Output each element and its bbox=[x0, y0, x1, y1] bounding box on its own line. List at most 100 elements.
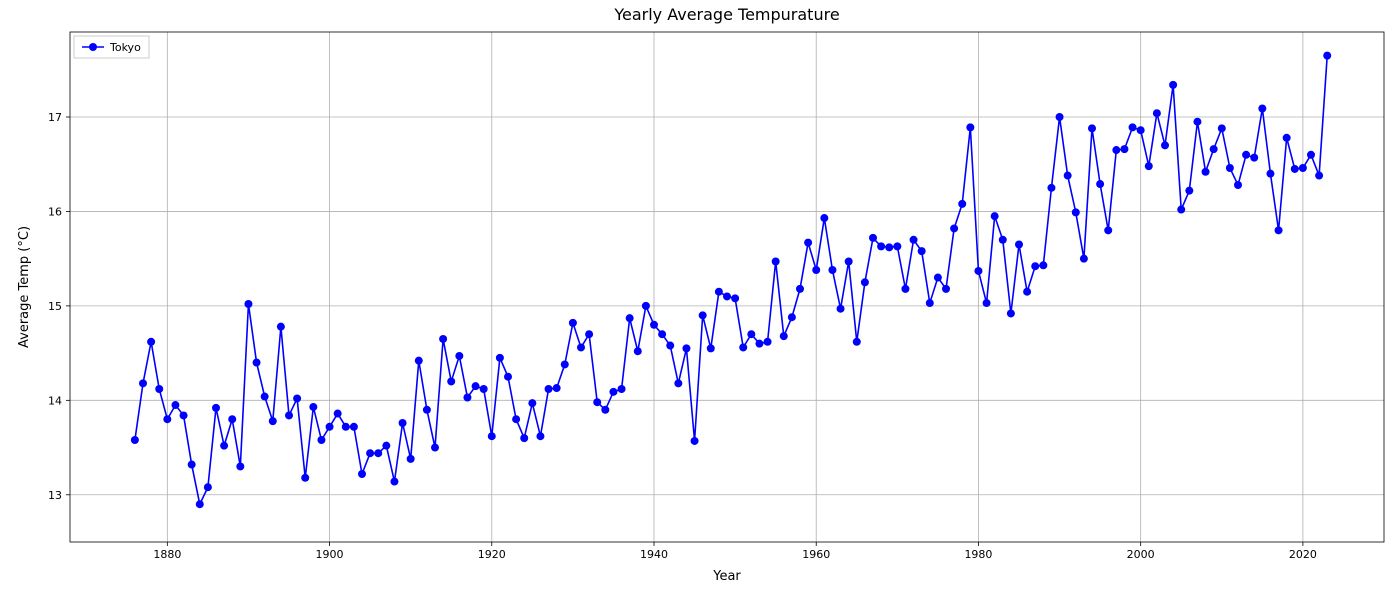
series-marker bbox=[472, 382, 480, 390]
series-marker bbox=[1315, 172, 1323, 180]
series-marker bbox=[1112, 146, 1120, 154]
series-marker bbox=[1307, 151, 1315, 159]
series-marker bbox=[885, 243, 893, 251]
series-marker bbox=[1120, 145, 1128, 153]
series-marker bbox=[991, 212, 999, 220]
series-marker bbox=[358, 470, 366, 478]
series-marker bbox=[658, 330, 666, 338]
series-marker bbox=[277, 323, 285, 331]
series-marker bbox=[739, 343, 747, 351]
series-marker bbox=[1072, 208, 1080, 216]
series-marker bbox=[455, 352, 463, 360]
series-marker bbox=[1275, 226, 1283, 234]
series-marker bbox=[666, 342, 674, 350]
series-marker bbox=[204, 483, 212, 491]
series-marker bbox=[1153, 109, 1161, 117]
series-marker bbox=[1323, 52, 1331, 60]
series-marker bbox=[707, 344, 715, 352]
series-marker bbox=[1250, 154, 1258, 162]
x-tick-label: 1900 bbox=[316, 548, 344, 561]
series-marker bbox=[488, 432, 496, 440]
series-marker bbox=[650, 321, 658, 329]
series-marker bbox=[244, 300, 252, 308]
series-marker bbox=[147, 338, 155, 346]
series-marker bbox=[723, 292, 731, 300]
series-marker bbox=[350, 423, 358, 431]
series-marker bbox=[382, 442, 390, 450]
series-marker bbox=[804, 239, 812, 247]
series-marker bbox=[496, 354, 504, 362]
series-marker bbox=[910, 236, 918, 244]
series-marker bbox=[926, 299, 934, 307]
y-axis-label: Average Temp (°C) bbox=[17, 226, 32, 348]
series-marker bbox=[1145, 162, 1153, 170]
series-marker bbox=[1299, 164, 1307, 172]
series-marker bbox=[463, 394, 471, 402]
series-marker bbox=[1129, 123, 1137, 131]
series-marker bbox=[1193, 118, 1201, 126]
x-tick-label: 2020 bbox=[1289, 548, 1317, 561]
series-marker bbox=[1185, 187, 1193, 195]
x-tick-label: 2000 bbox=[1127, 548, 1155, 561]
series-marker bbox=[1039, 261, 1047, 269]
series-marker bbox=[747, 330, 755, 338]
series-marker bbox=[601, 406, 609, 414]
series-marker bbox=[131, 436, 139, 444]
chart-title: Yearly Average Tempurature bbox=[613, 5, 839, 24]
series-marker bbox=[682, 344, 690, 352]
series-marker bbox=[261, 393, 269, 401]
series-marker bbox=[1015, 241, 1023, 249]
series-marker bbox=[837, 305, 845, 313]
series-marker bbox=[528, 399, 536, 407]
series-marker bbox=[731, 294, 739, 302]
series-marker bbox=[1161, 141, 1169, 149]
series-marker bbox=[812, 266, 820, 274]
series-marker bbox=[585, 330, 593, 338]
series-marker bbox=[228, 415, 236, 423]
series-marker bbox=[901, 285, 909, 293]
y-tick-label: 16 bbox=[48, 205, 62, 218]
series-marker bbox=[431, 444, 439, 452]
series-marker bbox=[390, 478, 398, 486]
y-tick-label: 14 bbox=[48, 394, 62, 407]
series-marker bbox=[155, 385, 163, 393]
series-marker bbox=[545, 385, 553, 393]
x-tick-label: 1960 bbox=[802, 548, 830, 561]
series-marker bbox=[893, 242, 901, 250]
series-marker bbox=[374, 449, 382, 457]
chart-svg: 1880190019201940196019802000202013141516… bbox=[0, 0, 1400, 600]
series-marker bbox=[861, 278, 869, 286]
series-marker bbox=[934, 274, 942, 282]
series-marker bbox=[626, 314, 634, 322]
series-marker bbox=[447, 377, 455, 385]
series-marker bbox=[1177, 206, 1185, 214]
series-marker bbox=[180, 411, 188, 419]
series-marker bbox=[439, 335, 447, 343]
chart-container: 1880190019201940196019802000202013141516… bbox=[0, 0, 1400, 600]
series-marker bbox=[188, 461, 196, 469]
series-marker bbox=[366, 449, 374, 457]
series-marker bbox=[674, 379, 682, 387]
series-marker bbox=[334, 410, 342, 418]
series-marker bbox=[869, 234, 877, 242]
series-marker bbox=[845, 258, 853, 266]
series-marker bbox=[634, 347, 642, 355]
series-marker bbox=[1283, 134, 1291, 142]
series-marker bbox=[269, 417, 277, 425]
x-tick-label: 1980 bbox=[964, 548, 992, 561]
series-marker bbox=[1080, 255, 1088, 263]
series-marker bbox=[618, 385, 626, 393]
series-marker bbox=[236, 462, 244, 470]
series-marker bbox=[877, 242, 885, 250]
series-marker bbox=[788, 313, 796, 321]
series-marker bbox=[253, 359, 261, 367]
x-tick-label: 1880 bbox=[153, 548, 181, 561]
series-marker bbox=[569, 319, 577, 327]
series-marker bbox=[309, 403, 317, 411]
series-marker bbox=[715, 288, 723, 296]
series-marker bbox=[1096, 180, 1104, 188]
series-marker bbox=[1104, 226, 1112, 234]
series-marker bbox=[942, 285, 950, 293]
series-marker bbox=[974, 267, 982, 275]
series-marker bbox=[326, 423, 334, 431]
